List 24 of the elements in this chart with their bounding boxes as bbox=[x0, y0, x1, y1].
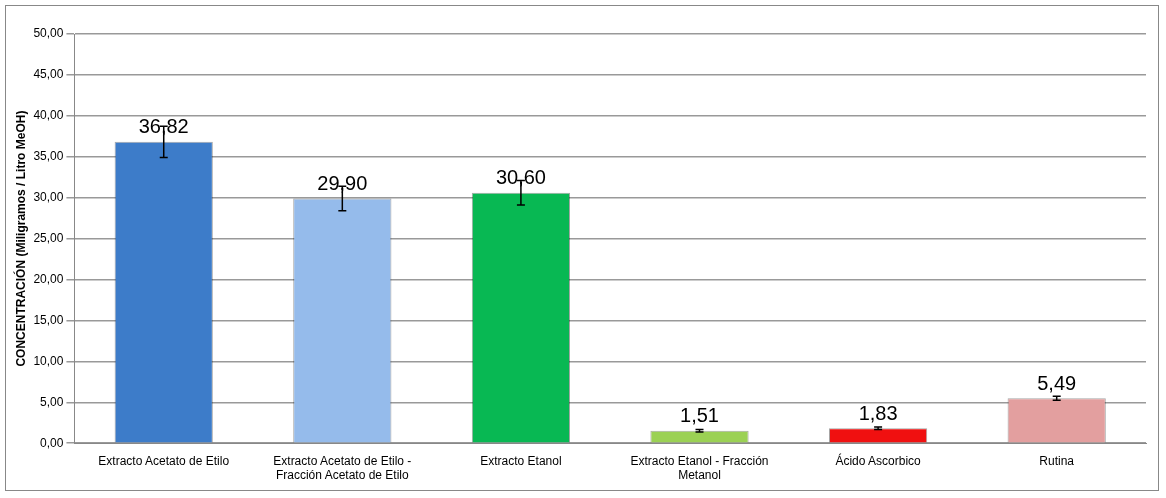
y-tick-label: 5,00 bbox=[40, 394, 64, 409]
y-axis-title: CONCENTRACIÓN (Miligramos / Litro MeOH) bbox=[12, 110, 28, 367]
y-tick-label: 15,00 bbox=[33, 312, 64, 327]
y-tick-label: 50,00 bbox=[33, 26, 64, 41]
y-tick-label: 45,00 bbox=[33, 67, 64, 82]
data-label: 30,60 bbox=[495, 166, 546, 189]
y-tick-label: 20,00 bbox=[33, 271, 64, 286]
data-label: 1,51 bbox=[680, 404, 719, 427]
x-tick-label: Extracto Etanol - Fracción Metanol bbox=[630, 453, 769, 483]
data-label: 5,49 bbox=[1037, 371, 1077, 394]
data-label: 1,83 bbox=[858, 401, 898, 424]
data-label: 36,82 bbox=[138, 115, 189, 138]
x-tick-label: Ácido Ascorbico bbox=[835, 452, 922, 468]
y-tick-label: 35,00 bbox=[33, 149, 64, 164]
x-tick-label: Extracto Etanol bbox=[480, 453, 562, 468]
y-tick-label: 30,00 bbox=[33, 189, 64, 204]
x-tick-label: Rutina bbox=[1039, 453, 1075, 468]
y-tick-label: 40,00 bbox=[33, 108, 64, 123]
y-tick-label: 10,00 bbox=[33, 353, 64, 368]
x-tick-label: Extracto Acetato de Etilo bbox=[98, 453, 230, 468]
y-tick-label: 25,00 bbox=[33, 230, 64, 245]
x-tick-label: Extracto Acetato de Etilo - Fracción Acetato de Etilo bbox=[273, 453, 412, 483]
data-label: 29,90 bbox=[317, 172, 368, 195]
y-tick-label: 0,00 bbox=[40, 435, 64, 450]
